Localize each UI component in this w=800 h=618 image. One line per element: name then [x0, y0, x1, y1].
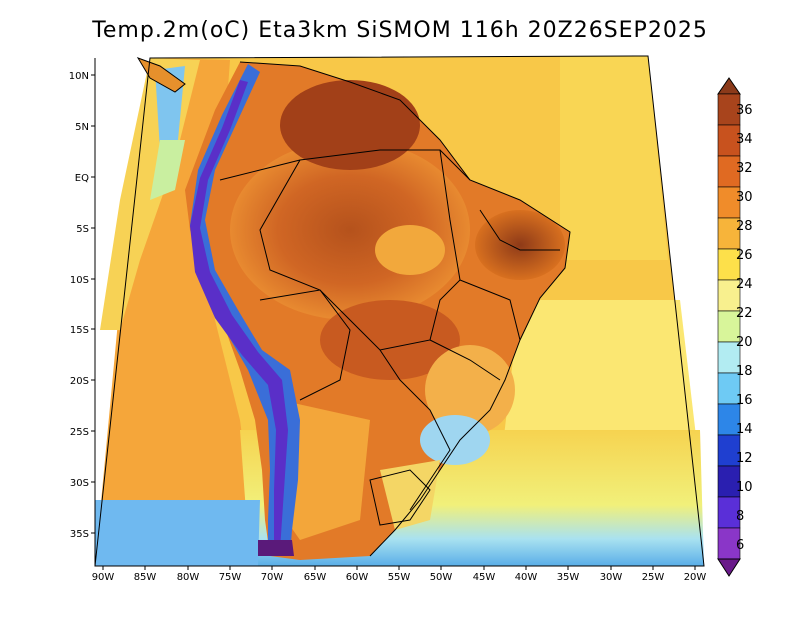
- colorbar-label: 36: [736, 103, 753, 118]
- lon-tick-label: 60W: [346, 572, 369, 583]
- lat-tick-label: 35S: [70, 529, 89, 540]
- lat-tick-label: 5N: [75, 122, 89, 133]
- colorbar-label: 18: [736, 364, 753, 379]
- lon-tick-label: 35W: [557, 572, 580, 583]
- lat-axis: 10N 5N EQ 5S 10S 15S 20S 25S 30S 35S: [69, 71, 95, 540]
- colorbar-label: 14: [736, 422, 753, 437]
- colorbar-top-triangle: [717, 77, 741, 95]
- lat-tick-label: 10S: [70, 275, 89, 286]
- colorbar-label: 32: [736, 161, 753, 176]
- lon-tick-label: 50W: [430, 572, 453, 583]
- colorbar: 36 34 32 30 28 26 24 22 20 18 16 14 12 1…: [717, 77, 753, 577]
- lon-tick-label: 25W: [642, 572, 665, 583]
- lat-tick-label: 25S: [70, 427, 89, 438]
- lon-tick-label: 75W: [219, 572, 242, 583]
- colorbar-label: 8: [736, 509, 744, 524]
- lon-axis: 90W 85W 80W 75W 70W 65W 60W 55W 50W 45W …: [92, 566, 707, 583]
- colorbar-label: 12: [736, 451, 753, 466]
- colorbar-label: 26: [736, 248, 753, 263]
- colorbar-label: 34: [736, 132, 753, 147]
- colorbar-label: 6: [736, 538, 744, 553]
- lat-tick-label: 20S: [70, 376, 89, 387]
- map-title: Temp.2m(oC) Eta3km SiSMOM 116h 20Z26SEP2…: [92, 18, 708, 43]
- lat-tick-label: 5S: [76, 224, 89, 235]
- lat-tick-label: EQ: [75, 173, 89, 184]
- lat-tick-label: 10N: [69, 71, 89, 82]
- lon-tick-label: 70W: [261, 572, 284, 583]
- colorbar-label: 28: [736, 219, 753, 234]
- lon-tick-label: 40W: [515, 572, 538, 583]
- colorbar-label: 10: [736, 480, 753, 495]
- lat-tick-label: 30S: [70, 478, 89, 489]
- colorbar-label: 20: [736, 335, 753, 350]
- lon-tick-label: 80W: [177, 572, 200, 583]
- lon-tick-label: 45W: [473, 572, 496, 583]
- lon-tick-label: 30W: [600, 572, 623, 583]
- colorbar-label: 22: [736, 306, 753, 321]
- lon-tick-label: 65W: [304, 572, 327, 583]
- colorbar-label: 16: [736, 393, 753, 408]
- lon-tick-label: 90W: [92, 572, 115, 583]
- lon-tick-label: 85W: [134, 572, 157, 583]
- colorbar-label: 30: [736, 190, 753, 205]
- colorbar-bottom-triangle: [717, 558, 741, 577]
- lat-tick-label: 15S: [70, 325, 89, 336]
- lon-tick-label: 20W: [684, 572, 707, 583]
- temperature-field: [95, 56, 704, 566]
- lon-tick-label: 55W: [388, 572, 411, 583]
- colorbar-label: 24: [736, 277, 753, 292]
